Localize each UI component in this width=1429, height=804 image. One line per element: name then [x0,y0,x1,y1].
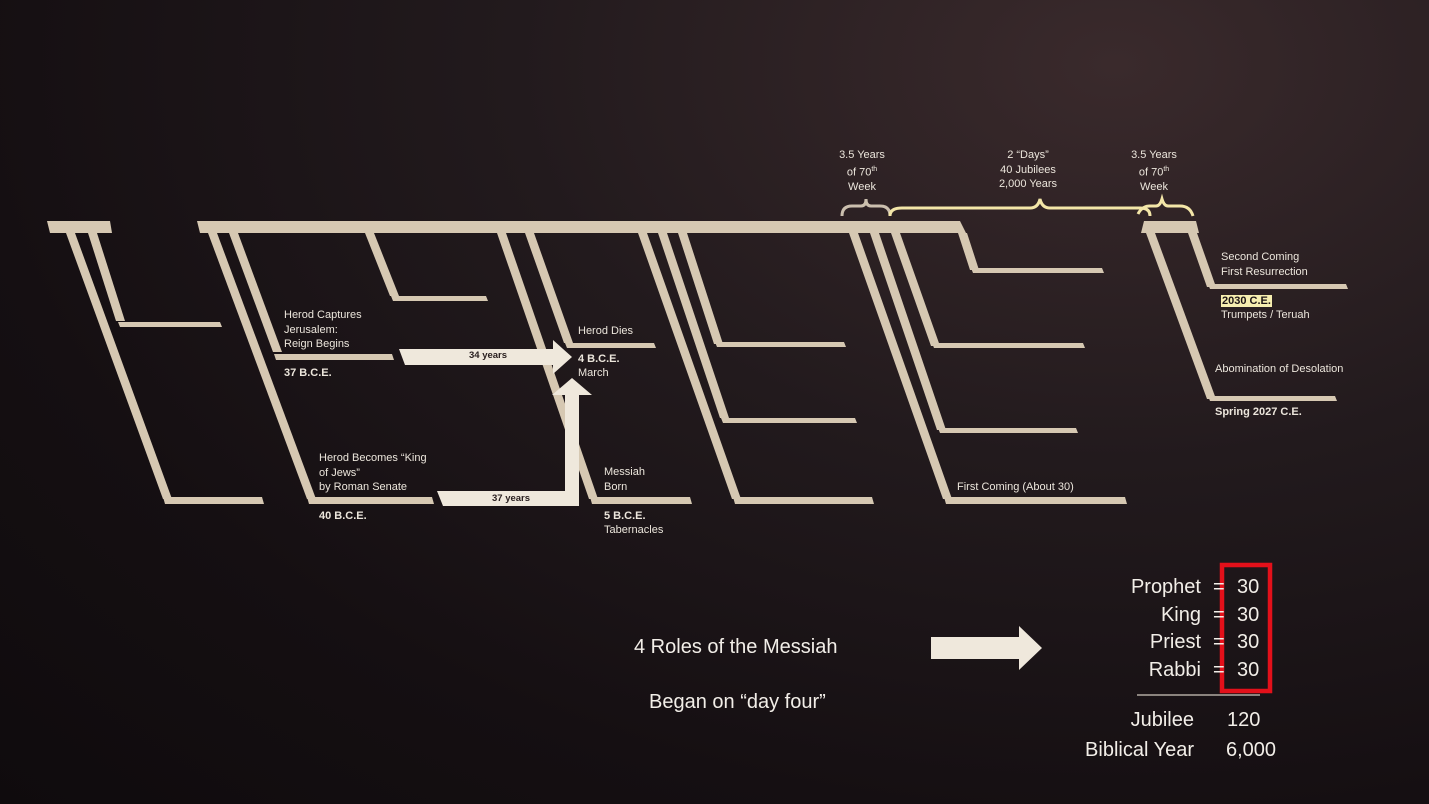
timeline-branch [525,233,573,343]
timeline-branch [208,233,316,499]
herod-becomes-label: Herod Becomes “King of Jews” by Roman Se… [319,452,427,493]
timeline-branch [638,233,741,499]
timeline-branch [870,233,946,430]
roles-subtitle: Began on “day four” [649,691,826,713]
timeline-branch [891,233,940,346]
brace-mid [888,198,1152,217]
herod-dies-label: Herod Dies [578,325,634,337]
role-value: 30 [1237,604,1260,626]
timeline-branch [88,233,125,321]
timeline-branch [66,233,172,499]
total-value: 120 [1227,709,1261,731]
timeline-branch [932,343,1085,348]
timeline-branch [590,497,692,504]
arrow-37-label: 37 years [492,493,531,504]
messiah-born-feast: Tabernacles [604,524,664,536]
brace-right-label: 3.5 Years of 70th Week [1131,149,1177,193]
second-coming-year: 2030 C.E. [1221,294,1272,309]
timeline-branch [565,343,656,348]
timeline-top-bar-left [47,221,112,233]
role-equals: = [1213,659,1225,681]
timeline-branch [163,497,264,504]
timeline-branch [733,497,874,504]
role-equals: = [1213,604,1225,626]
timeline-branch [365,233,399,296]
timeline-branch [678,233,723,344]
role-name: Priest [1149,631,1201,653]
brace-left [840,198,892,217]
timeline-branch [721,418,857,423]
abomination-date: Spring 2027 C.E. [1215,406,1302,418]
herod-captures-date: 37 B.C.E. [284,367,332,379]
brace-left-label: 3.5 Years of 70th Week [839,149,885,193]
role-value: 30 [1237,659,1260,681]
abomination-label: Abomination of Desolation [1215,363,1344,375]
second-coming-label: Second Coming First Resurrection [1221,251,1308,278]
role-name: Prophet [1130,576,1201,598]
herod-captures-label: Herod Captures Jerusalem: Reign Begins [284,309,362,350]
timeline-branch [229,233,282,352]
first-coming-label: First Coming (About 30) [957,481,1074,493]
total-value: 6,000 [1226,739,1277,761]
timeline-branch [944,497,1127,504]
role-equals: = [1213,631,1225,653]
roles-title: 4 Roles of the Messiah [634,636,838,658]
timeline-branch [1208,284,1348,289]
timeline-branch [274,354,394,360]
arrow-34-years [399,340,572,374]
herod-dies-month: March [578,367,609,379]
total-name: Jubilee [1130,709,1194,731]
timeline-branch [715,342,846,347]
herod-dies-date: 4 B.C.E. [578,353,620,365]
timeline-branch [1208,396,1337,401]
role-name: King [1160,604,1201,626]
brace-mid-label: 2 “Days” 40 Jubilees 2,000 Years [998,149,1058,190]
values-highlight-box [1219,562,1273,694]
roles-arrow [931,626,1042,670]
timeline-branch [391,296,488,301]
timeline-branch [118,322,222,327]
timeline-branch [1188,233,1216,287]
timeline-branch [958,233,979,270]
role-value: 30 [1237,576,1260,598]
messiah-born-date: 5 B.C.E. [604,510,646,522]
arrow-37-years [437,378,592,506]
timeline-branch [849,233,952,499]
timeline-top-bar-right [1141,221,1199,233]
second-coming-year-text: 2030 C.E. [1221,295,1272,307]
timeline-branch [938,428,1078,433]
herod-becomes-date: 40 B.C.E. [319,510,367,522]
total-name: Biblical Year [1085,739,1194,761]
timeline-branch [971,268,1104,273]
timeline-branch [658,233,729,418]
second-coming-feast: Trumpets / Teruah [1221,309,1310,321]
brace-right [1136,193,1195,217]
role-name: Rabbi [1148,659,1201,681]
timeline-branch [1146,233,1216,399]
timeline-branch [307,497,434,504]
arrow-34-label: 34 years [469,350,508,361]
messiah-born-label: Messiah Born [604,466,645,493]
role-equals: = [1213,576,1225,598]
timeline-top-bar-main [197,221,966,233]
role-value: 30 [1237,631,1260,653]
